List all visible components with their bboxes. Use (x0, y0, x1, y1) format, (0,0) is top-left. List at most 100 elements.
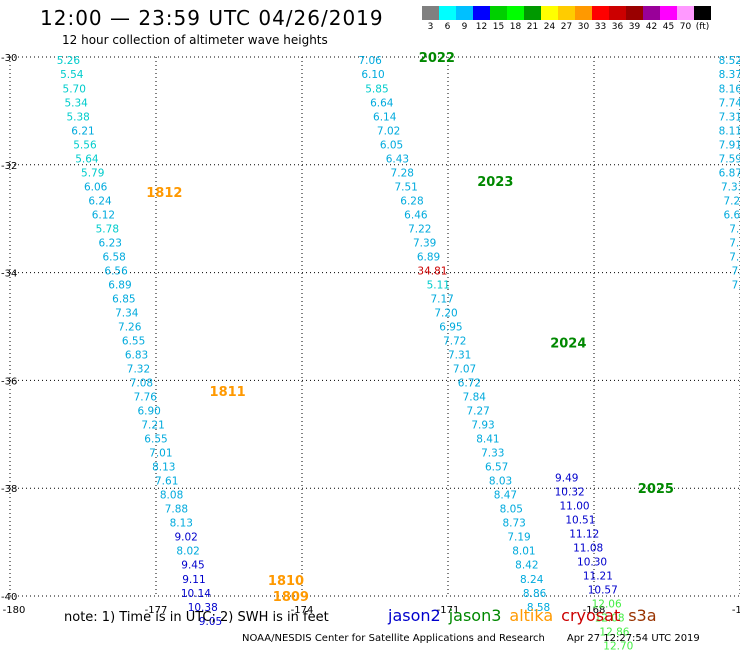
data-point-1-33: 8.73 (502, 518, 525, 530)
data-point-1-23: 6.72 (458, 378, 481, 390)
data-point-0-23: 7.08 (130, 378, 153, 390)
pass-label-3: 2025 (638, 482, 674, 497)
color-scale-legend: 3 6 9 12 15 18 21 24 27 30 33 36 39 42 45 70 (ft) (422, 6, 711, 32)
data-point-0-33: 8.13 (170, 518, 193, 530)
data-point-1-24: 7.84 (463, 392, 487, 404)
data-point-1-16: 5.11 (427, 279, 450, 291)
pass-label-6: 1810 (268, 574, 304, 589)
satellite-s3a: s3a (628, 606, 657, 625)
data-point-0-29: 8.13 (152, 462, 175, 474)
legend-swatch-10 (592, 6, 609, 20)
data-point-1-39: 8.58 (527, 602, 550, 614)
data-point-3-4: 7.31 (719, 111, 740, 123)
legend-swatch-4 (490, 6, 507, 20)
footer-timestamp: Apr 27 12:27:54 UTC 2019 (566, 633, 700, 644)
data-point-0-1: 5.54 (60, 69, 84, 81)
data-point-1-6: 6.05 (380, 139, 403, 151)
data-point-0-8: 5.79 (81, 167, 104, 179)
legend-swatch-15 (677, 6, 694, 20)
y-tick-label-1: -32 (1, 161, 17, 172)
x-tick-label-0: -180 (3, 605, 26, 616)
data-point-1-1: 6.10 (361, 69, 384, 81)
data-point-0-27: 6.55 (144, 434, 167, 446)
data-point-2-4: 11.12 (569, 528, 599, 540)
data-point-0-11: 6.12 (92, 209, 115, 221)
data-point-1-11: 6.46 (404, 209, 428, 221)
chart-subtitle: 12 hour collection of altimeter wave hei… (62, 33, 328, 47)
data-point-3-5: 8.11 (719, 125, 740, 137)
data-point-1-35: 8.01 (512, 546, 535, 558)
legend-label-7: 24 (543, 22, 556, 32)
data-point-3-11: 6.60 (723, 209, 740, 221)
data-point-1-28: 7.33 (481, 448, 504, 460)
data-point-3-15: 7.5 (732, 265, 740, 277)
data-point-2-5: 11.08 (573, 542, 603, 554)
legend-label-3: 12 (475, 22, 488, 32)
data-point-1-17: 7.17 (430, 293, 453, 305)
data-point-0-39: 10.38 (188, 602, 218, 614)
data-point-0-19: 7.26 (118, 322, 142, 334)
data-point-1-8: 7.28 (391, 167, 414, 179)
data-point-2-1: 10.32 (555, 486, 585, 498)
data-point-2-8: 10.57 (588, 585, 618, 597)
y-tick-label-4: -38 (1, 484, 17, 495)
data-point-2-3: 10.51 (565, 514, 595, 526)
legend-label-2: 9 (461, 22, 468, 32)
legend-swatch-12 (626, 6, 643, 20)
satellite-cryosat: cryosat (561, 606, 621, 625)
pass-label-1: 2023 (477, 175, 513, 190)
data-point-3-2: 8.16 (719, 83, 740, 95)
data-point-1-21: 7.31 (448, 350, 471, 362)
legend-label-5: 18 (509, 22, 522, 32)
data-point-1-14: 6.89 (417, 251, 440, 263)
satellite-altika: altika (509, 606, 554, 625)
data-point-3-6: 7.91 (719, 139, 740, 151)
y-tick-label-3: -36 (1, 376, 17, 387)
data-point-3-16: 7.8 (732, 279, 740, 291)
x-tick-label-4: -168 (583, 605, 606, 616)
pass-label-5: 1811 (210, 385, 246, 400)
data-point-3-7: 7.59 (719, 153, 740, 165)
footer: NOAA/NESDIS Center for Satellite Applica… (242, 633, 700, 644)
data-point-3-1: 8.37 (719, 69, 740, 81)
data-point-0-37: 9.11 (182, 574, 205, 586)
data-point-0-24: 7.76 (134, 392, 158, 404)
x-tick-label-1: -177 (145, 605, 168, 616)
data-point-0-13: 6.23 (99, 237, 122, 249)
data-point-2-11: 12.86 (599, 627, 629, 639)
legend-label-12: 39 (628, 22, 641, 32)
satellite-jason2: jason2 (388, 606, 441, 625)
data-point-0-12: 5.78 (96, 223, 119, 235)
data-point-1-26: 7.93 (471, 420, 494, 432)
data-point-0-17: 6.85 (112, 293, 135, 305)
x-tick-label-2: -174 (291, 605, 314, 616)
legend-label-10: 33 (594, 22, 607, 32)
data-point-3-3: 7.74 (719, 97, 740, 109)
satellite-jason3: jason3 (448, 606, 502, 625)
data-point-1-12: 7.22 (408, 223, 431, 235)
legend-swatch-13 (643, 6, 660, 20)
pass-label-4: 1812 (146, 186, 182, 201)
data-point-1-7: 6.43 (386, 153, 409, 165)
legend-label-4: 15 (492, 22, 505, 32)
data-point-0-31: 8.08 (160, 490, 183, 502)
data-point-1-2: 5.85 (365, 83, 388, 95)
data-point-1-38: 8.86 (523, 588, 547, 600)
data-point-1-25: 7.27 (466, 406, 489, 418)
legend-label-8: 27 (560, 22, 573, 32)
data-point-1-13: 7.39 (413, 237, 436, 249)
data-point-3-0: 8.52 (719, 55, 740, 67)
legend-swatch-3 (473, 6, 490, 20)
data-point-3-9: 7.33 (721, 181, 740, 193)
data-point-1-37: 8.24 (520, 574, 544, 586)
data-point-3-12: 7.8 (729, 223, 740, 235)
legend-label-15: 70 (679, 22, 692, 32)
data-point-0-6: 5.56 (73, 139, 97, 151)
legend-swatch-7 (541, 6, 558, 20)
data-point-0-18: 7.34 (115, 307, 139, 319)
data-point-0-21: 6.83 (125, 350, 148, 362)
satellite-key: jason2 jason3 altika cryosat s3a (388, 606, 665, 625)
data-point-1-34: 7.19 (507, 532, 530, 544)
chart-title: 12:00 — 23:59 UTC 04/26/2019 (40, 6, 384, 30)
legend-label-0: 3 (427, 22, 434, 32)
